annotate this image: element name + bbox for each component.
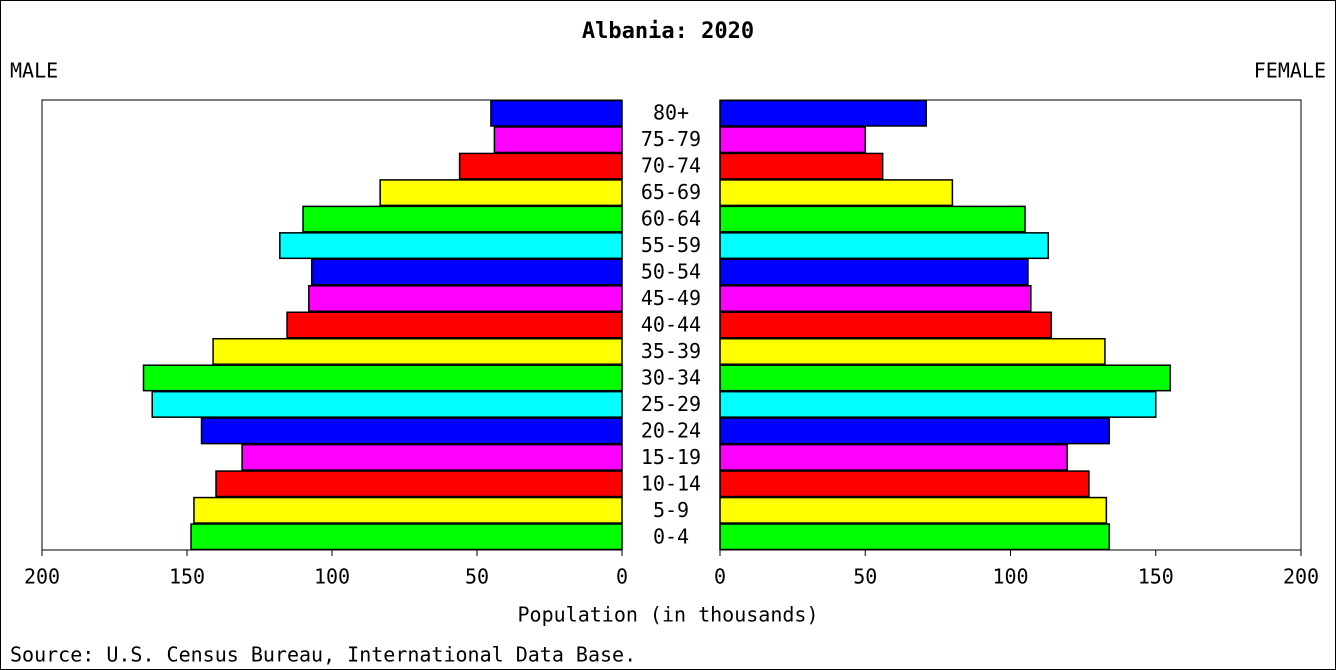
male-bar [193, 496, 623, 524]
age-label: 20-24 [641, 418, 701, 442]
age-label: 75-79 [641, 127, 701, 151]
female-bar [719, 285, 1032, 313]
male-bar [310, 258, 623, 286]
age-label: 5-9 [653, 498, 689, 522]
male-bar [142, 364, 623, 392]
female-bar [719, 205, 1026, 233]
chart-title: Albania: 2020 [582, 19, 754, 44]
female-bar [719, 443, 1068, 471]
male-bar [308, 285, 623, 313]
age-label: 25-29 [641, 392, 701, 416]
age-label: 65-69 [641, 180, 701, 204]
female-bar [719, 337, 1106, 365]
male-bar [302, 205, 623, 233]
female-bar [719, 232, 1050, 260]
x-tick-label: 150 [169, 565, 205, 589]
male-bar [379, 179, 623, 207]
age-label: 40-44 [641, 313, 701, 337]
male-bar [190, 523, 623, 551]
female-bar [719, 179, 954, 207]
age-label: 60-64 [641, 207, 701, 231]
female-bar [719, 126, 866, 154]
female-bar [719, 258, 1029, 286]
x-tick-label: 0 [616, 565, 628, 589]
male-bar [490, 99, 623, 127]
x-tick-label: 100 [992, 565, 1028, 589]
x-tick-label: 150 [1138, 565, 1174, 589]
x-tick-label: 50 [853, 565, 877, 589]
male-bar [279, 232, 623, 260]
female-bar [719, 523, 1111, 551]
male-bar [458, 152, 623, 180]
age-label: 45-49 [641, 286, 701, 310]
male-bar [493, 126, 623, 154]
age-label: 50-54 [641, 260, 701, 284]
male-bar [212, 337, 623, 365]
female-bar [719, 311, 1052, 339]
female-bar [719, 496, 1108, 524]
age-label: 35-39 [641, 339, 701, 363]
age-label: 80+ [653, 101, 689, 125]
age-label: 0-4 [653, 524, 689, 548]
x-tick-label: 100 [314, 565, 350, 589]
female-bar [719, 417, 1111, 445]
age-label: 55-59 [641, 233, 701, 257]
male-bar [200, 417, 623, 445]
age-label: 10-14 [641, 471, 701, 495]
male-bar [151, 390, 623, 418]
female-bar [719, 152, 884, 180]
x-tick-label: 200 [24, 565, 60, 589]
x-tick-label: 0 [714, 565, 726, 589]
age-label: 30-34 [641, 365, 701, 389]
source: Source: U.S. Census Bureau, Internationa… [10, 643, 636, 667]
male-bar [215, 470, 623, 498]
male-bar [286, 311, 623, 339]
female-bar [719, 470, 1090, 498]
male-label: MALE [10, 59, 58, 83]
female-bar [719, 390, 1157, 418]
x-tick-label: 50 [465, 565, 489, 589]
age-label: 15-19 [641, 445, 701, 469]
age-label: 70-74 [641, 154, 701, 178]
x-axis-label: Population (in thousands) [517, 603, 818, 627]
female-bar [719, 364, 1172, 392]
male-bar [241, 443, 623, 471]
female-label: FEMALE [1254, 59, 1326, 83]
female-bar [719, 99, 928, 127]
x-tick-label: 200 [1283, 565, 1319, 589]
